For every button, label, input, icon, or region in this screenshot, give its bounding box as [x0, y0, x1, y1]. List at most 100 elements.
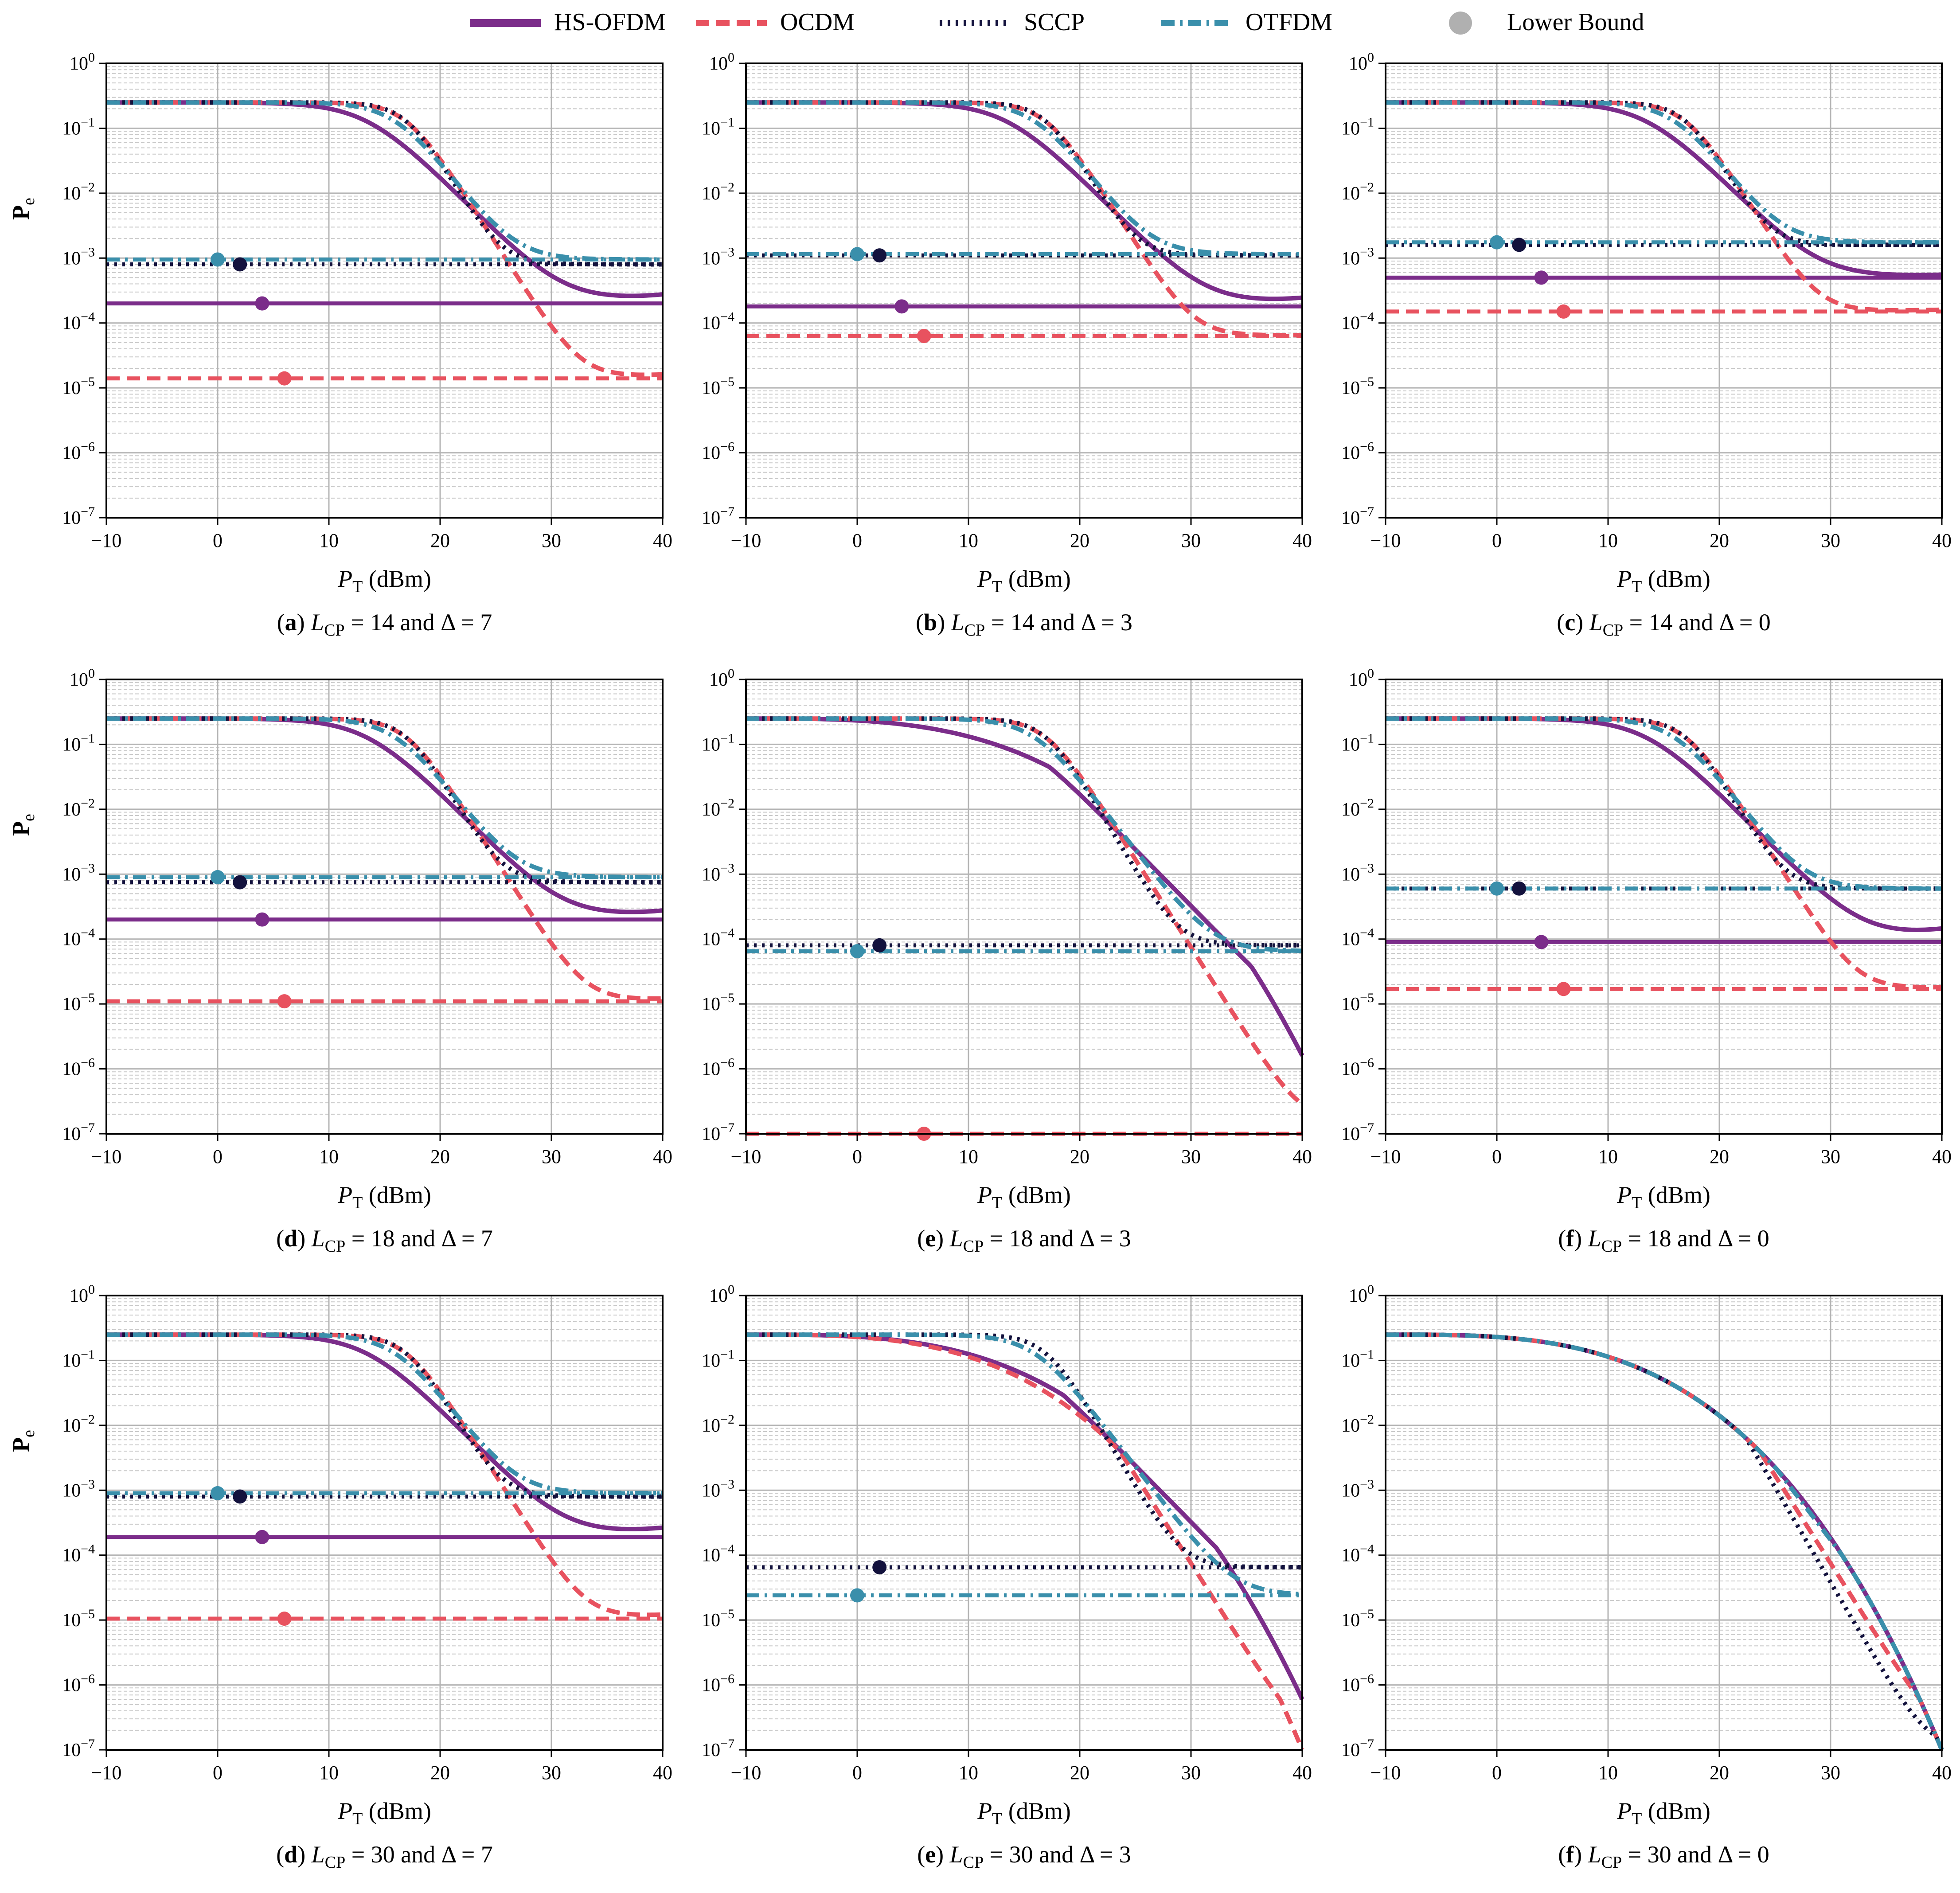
x-tick-label: 30 [1821, 530, 1840, 551]
y-tick-label: 10−3 [1341, 861, 1374, 885]
lower-bound-marker [233, 1489, 247, 1504]
subplot-caption: (f) LCP = 18 and Δ = 0 [1558, 1225, 1769, 1256]
x-tick-label: 0 [852, 1762, 862, 1784]
x-tick-label: 40 [1932, 1146, 1952, 1167]
x-tick-label: 20 [1710, 530, 1729, 551]
series-otfdm [1386, 100, 1942, 245]
lower-bound-marker [1490, 235, 1504, 250]
x-tick-label: 40 [1932, 1762, 1952, 1784]
x-axis-label: PT (dBm) [977, 566, 1071, 596]
x-tick-label: 20 [1710, 1146, 1729, 1167]
lower-bound-marker [894, 299, 909, 314]
series-ocdm [746, 716, 1304, 1106]
legend-swatch [470, 19, 541, 27]
x-tick-label: −10 [731, 1146, 761, 1167]
plot-area: −10 0 10 20 30 40 100 10−1 10−2 10−3 10−4 10−5 10−6 1… [8, 1282, 672, 1828]
x-tick-label: 20 [1070, 1762, 1089, 1784]
lower-bound-marker [850, 1588, 864, 1603]
x-tick-label: 20 [1710, 1762, 1729, 1784]
legend-label: SCCP [1024, 8, 1085, 36]
lower-bound-marker [255, 296, 269, 311]
y-tick-label: 10−6 [702, 1672, 734, 1696]
y-tick-label: 10−4 [62, 310, 95, 334]
x-axis-label: PT (dBm) [1616, 1182, 1710, 1212]
y-tick-label: 100 [70, 50, 95, 74]
x-tick-label: 10 [1598, 530, 1618, 551]
x-tick-label: 10 [319, 530, 339, 551]
y-tick-label: 10−2 [702, 796, 734, 820]
subplot-caption: (c) LCP = 14 and Δ = 0 [1557, 609, 1771, 640]
subplot-a: −10 0 10 20 30 40 100 10−1 10−2 10−3 10−4 10−5 10−6 1… [8, 50, 672, 596]
x-axis-label: PT (dBm) [337, 566, 431, 596]
plot-frame [1385, 62, 1943, 519]
legend-label: OCDM [780, 8, 855, 36]
y-tick-label: 10−3 [702, 861, 734, 885]
lower-bound-marker [1490, 881, 1504, 896]
y-tick-label: 10−1 [62, 731, 95, 755]
x-tick-label: 0 [213, 530, 223, 551]
lower-bound-marker [277, 994, 292, 1009]
x-axis-label: PT (dBm) [977, 1182, 1071, 1212]
series-hs-ofdm [746, 716, 1304, 1057]
subplot-caption: (b) LCP = 14 and Δ = 3 [916, 609, 1132, 640]
y-tick-label: 10−7 [1341, 1120, 1374, 1144]
lower-bound-marker [233, 875, 247, 890]
lower-bound-marker [1556, 982, 1571, 996]
subplot-i: −10 0 10 20 30 40 100 10−1 10−2 10−3 10−4 10−5 10−6 1… [1341, 1282, 1952, 1828]
plot-area: −10 0 10 20 30 40 100 10−1 10−2 10−3 10−4 10−5 10−6 1… [702, 1282, 1312, 1828]
y-tick-label: 10−4 [62, 1542, 95, 1566]
y-tick-label: 10−5 [702, 1607, 734, 1631]
y-tick-label: 10−6 [62, 1672, 95, 1696]
y-tick-label: 100 [1349, 1282, 1374, 1306]
y-tick-label: 100 [709, 1282, 734, 1306]
y-tick-label: 100 [709, 666, 734, 690]
y-tick-label: 10−2 [702, 180, 734, 204]
lower-bound-marker [1512, 238, 1527, 252]
y-tick-label: 10−7 [702, 1120, 734, 1144]
lower-bound-marker [872, 938, 887, 952]
y-tick-label: 10−3 [702, 245, 734, 269]
legend-label: HS-OFDM [554, 8, 666, 36]
subplot-d: −10 0 10 20 30 40 100 10−1 10−2 10−3 10−4 10−5 10−6 1… [8, 666, 672, 1212]
lower-bound-marker [277, 371, 292, 386]
y-tick-label: 10−3 [62, 245, 95, 269]
y-tick-label: 10−1 [702, 1347, 734, 1371]
x-tick-label: 40 [1932, 530, 1952, 551]
y-tick-label: 10−6 [702, 1056, 734, 1080]
y-tick-label: 10−1 [1341, 1347, 1374, 1371]
y-tick-label: 10−7 [1341, 504, 1374, 528]
lower-bound-marker [255, 1530, 269, 1544]
x-tick-label: 20 [430, 1762, 450, 1784]
y-tick-label: 10−2 [62, 180, 95, 204]
plot-area: −10 0 10 20 30 40 100 10−1 10−2 10−3 10−4 10−5 10−6 1… [702, 50, 1312, 596]
y-tick-label: 10−6 [62, 1056, 95, 1080]
y-tick-label: 10−6 [62, 440, 95, 464]
lower-bound-marker [872, 1560, 887, 1575]
series-otfdm [746, 100, 1302, 257]
x-tick-label: 0 [1492, 1146, 1502, 1167]
x-tick-label: 0 [213, 1762, 223, 1784]
x-tick-label: −10 [731, 530, 761, 551]
x-axis-label: PT (dBm) [1616, 566, 1710, 596]
y-tick-label: 10−7 [62, 1737, 95, 1760]
subplot-caption: (d) LCP = 30 and Δ = 7 [276, 1841, 493, 1872]
legend-marker [1449, 12, 1472, 35]
x-axis-label: PT (dBm) [977, 1798, 1071, 1828]
y-tick-label: 100 [70, 666, 95, 690]
subplot-h: −10 0 10 20 30 40 100 10−1 10−2 10−3 10−4 10−5 10−6 1… [702, 1282, 1312, 1828]
series-sccp [106, 100, 663, 267]
y-axis-label: Pe [8, 198, 38, 220]
x-tick-label: 20 [430, 530, 450, 551]
plot-frame [745, 1295, 1303, 1751]
series-sccp [106, 1332, 663, 1499]
y-tick-label: 10−1 [702, 115, 734, 139]
x-tick-label: 30 [1821, 1146, 1840, 1167]
lower-bound-marker [1534, 270, 1549, 285]
y-tick-label: 10−6 [1341, 1056, 1374, 1080]
y-tick-label: 10−5 [62, 991, 95, 1015]
lower-bound-marker [211, 1486, 225, 1500]
subplot-caption: (f) LCP = 30 and Δ = 0 [1558, 1841, 1769, 1872]
series-sccp [746, 716, 1302, 948]
x-tick-label: −10 [91, 530, 122, 551]
series-otfdm [106, 1332, 663, 1495]
